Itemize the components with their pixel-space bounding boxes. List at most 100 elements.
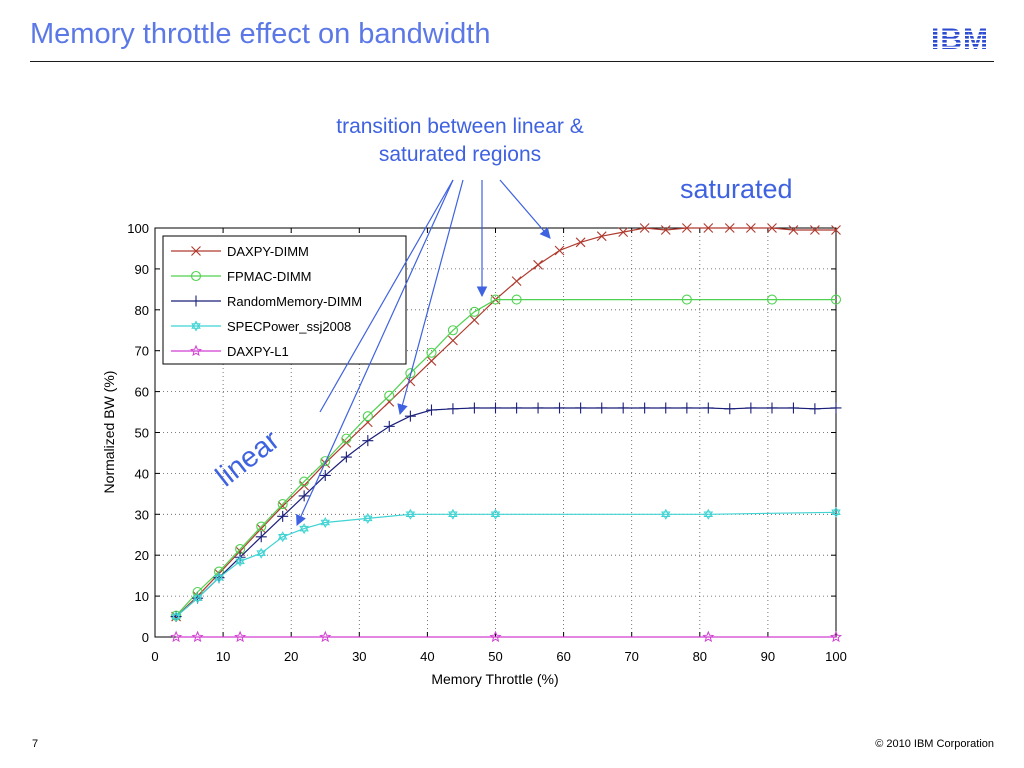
data-point-specpower-ssj2008 (703, 508, 714, 520)
data-point-randommemory-dimm (724, 403, 736, 415)
y-tick-label: 70 (135, 344, 149, 359)
data-point-daxpy-dimm (618, 227, 629, 237)
y-tick-label: 10 (135, 589, 149, 604)
data-point-randommemory-dimm (809, 403, 821, 415)
data-point-randommemory-dimm (660, 402, 672, 414)
data-point-randommemory-dimm (425, 404, 437, 416)
copyright: © 2010 IBM Corporation (875, 738, 994, 750)
chart-legend: DAXPY-DIMM FPMAC-DIMM RandomMemory-DIMM SPE… (162, 235, 407, 365)
data-point-fpmac-dimm (469, 306, 480, 317)
legend-entry: FPMAC-DIMM (171, 269, 312, 284)
data-point-randommemory-dimm (490, 402, 501, 414)
ibm-logo: IBM (931, 23, 989, 56)
x-tick-label: 70 (624, 649, 638, 664)
x-tick-label: 40 (420, 649, 434, 664)
data-point-fpmac-dimm (447, 325, 458, 336)
y-tick-label: 40 (135, 466, 149, 481)
data-point-fpmac-dimm (426, 347, 437, 358)
data-point-fpmac-dimm (490, 294, 501, 305)
x-tick-label: 80 (693, 649, 707, 664)
data-point-randommemory-dimm (404, 410, 416, 422)
data-point-specpower-ssj2008 (831, 506, 841, 518)
data-point-daxpy-l1 (702, 630, 715, 643)
data-point-daxpy-dimm (533, 259, 543, 270)
data-point-randommemory-dimm (766, 402, 778, 414)
y-tick-label: 30 (135, 507, 149, 522)
data-point-randommemory-dimm (340, 451, 352, 463)
data-point-randommemory-dimm (596, 402, 608, 414)
y-tick-label: 0 (142, 630, 149, 645)
data-point-daxpy-dimm (256, 523, 267, 534)
x-tick-label: 90 (761, 649, 775, 664)
legend-entry: RandomMemory-DIMM (171, 294, 362, 309)
data-point-specpower-ssj2008 (320, 516, 330, 529)
data-point-daxpy-dimm (703, 223, 714, 233)
data-point-specpower-ssj2008 (448, 508, 458, 520)
y-tick-label: 60 (135, 385, 149, 400)
data-point-daxpy-dimm (788, 225, 799, 235)
legend-marker (191, 246, 201, 256)
data-point-randommemory-dimm (362, 435, 374, 447)
data-point-fpmac-dimm (299, 476, 310, 487)
callout-transition: transition between linear & saturated re… (300, 113, 620, 169)
data-point-fpmac-dimm (766, 294, 778, 305)
legend-entry: SPECPower_ssj2008 (171, 319, 351, 334)
ibm-logo-text: IBM (931, 23, 989, 56)
x-tick-label: 60 (556, 649, 570, 664)
legend-label: FPMAC-DIMM (227, 269, 312, 284)
x-tick-label: 0 (151, 649, 158, 664)
data-point-daxpy-dimm (469, 315, 480, 325)
data-point-randommemory-dimm (468, 402, 480, 414)
y-tick-label: 90 (135, 262, 149, 277)
data-point-fpmac-dimm (256, 521, 267, 532)
series-daxpy-l1 (170, 630, 843, 643)
data-point-daxpy-dimm (426, 356, 437, 366)
x-tick-label: 30 (352, 649, 366, 664)
data-point-randommemory-dimm (830, 402, 842, 414)
x-axis-label: Memory Throttle (%) (431, 671, 558, 687)
data-point-daxpy-dimm (575, 237, 586, 248)
data-point-randommemory-dimm (319, 469, 331, 481)
data-point-daxpy-dimm (767, 223, 777, 233)
data-point-daxpy-dimm (660, 225, 671, 235)
data-point-randommemory-dimm (511, 402, 523, 414)
data-point-fpmac-dimm (830, 294, 842, 305)
y-tick-label: 80 (135, 303, 149, 318)
data-point-specpower-ssj2008 (405, 508, 416, 520)
data-point-daxpy-l1 (234, 630, 247, 643)
legend-label: RandomMemory-DIMM (227, 294, 362, 309)
series-layer (170, 223, 843, 643)
legend-entry: DAXPY-L1 (171, 344, 289, 359)
data-point-randommemory-dimm (532, 402, 544, 414)
data-point-specpower-ssj2008 (214, 572, 224, 584)
data-point-daxpy-dimm (596, 231, 607, 242)
data-point-daxpy-dimm (810, 225, 820, 235)
y-tick-label: 100 (127, 221, 149, 236)
callout-saturated: saturated (680, 174, 793, 204)
axis-ticks: 0 10 20 30 40 50 60 70 80 90 100 0 10 20 30 40 50 60 70 80 9… (127, 221, 847, 664)
data-point-specpower-ssj2008 (363, 512, 373, 524)
arrow-to-linear-2 (397, 179, 464, 416)
data-point-randommemory-dimm (554, 402, 566, 414)
series-randommemory-dimm (170, 402, 842, 623)
data-point-daxpy-dimm (681, 223, 692, 233)
data-point-daxpy-l1 (170, 630, 183, 643)
data-point-specpower-ssj2008 (299, 523, 309, 535)
data-point-specpower-ssj2008 (192, 592, 203, 604)
y-tick-label: 50 (135, 426, 149, 441)
legend-entry: DAXPY-DIMM (171, 244, 309, 259)
legend-box (162, 235, 407, 365)
data-point-randommemory-dimm (639, 402, 651, 414)
data-point-specpower-ssj2008 (661, 508, 671, 520)
series-line-specpower-ssj2008 (175, 511, 837, 617)
slide-number: 7 (32, 738, 39, 750)
data-point-fpmac-dimm (681, 294, 692, 305)
data-point-daxpy-dimm (831, 225, 841, 235)
legend-label: DAXPY-L1 (227, 344, 289, 359)
x-tick-label: 100 (825, 649, 847, 664)
data-point-randommemory-dimm (617, 402, 629, 414)
legend-label: SPECPower_ssj2008 (227, 319, 351, 334)
data-point-specpower-ssj2008 (235, 555, 245, 567)
legend-marker (189, 344, 203, 357)
